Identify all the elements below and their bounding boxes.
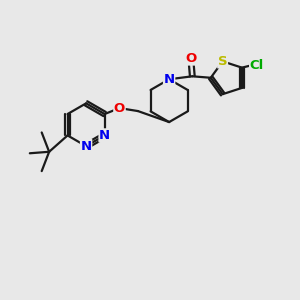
Text: O: O [114, 102, 125, 115]
Text: S: S [218, 55, 227, 68]
Text: N: N [164, 73, 175, 86]
Text: O: O [185, 52, 196, 65]
Text: N: N [80, 140, 92, 153]
Text: Cl: Cl [250, 59, 264, 72]
Text: N: N [99, 129, 110, 142]
